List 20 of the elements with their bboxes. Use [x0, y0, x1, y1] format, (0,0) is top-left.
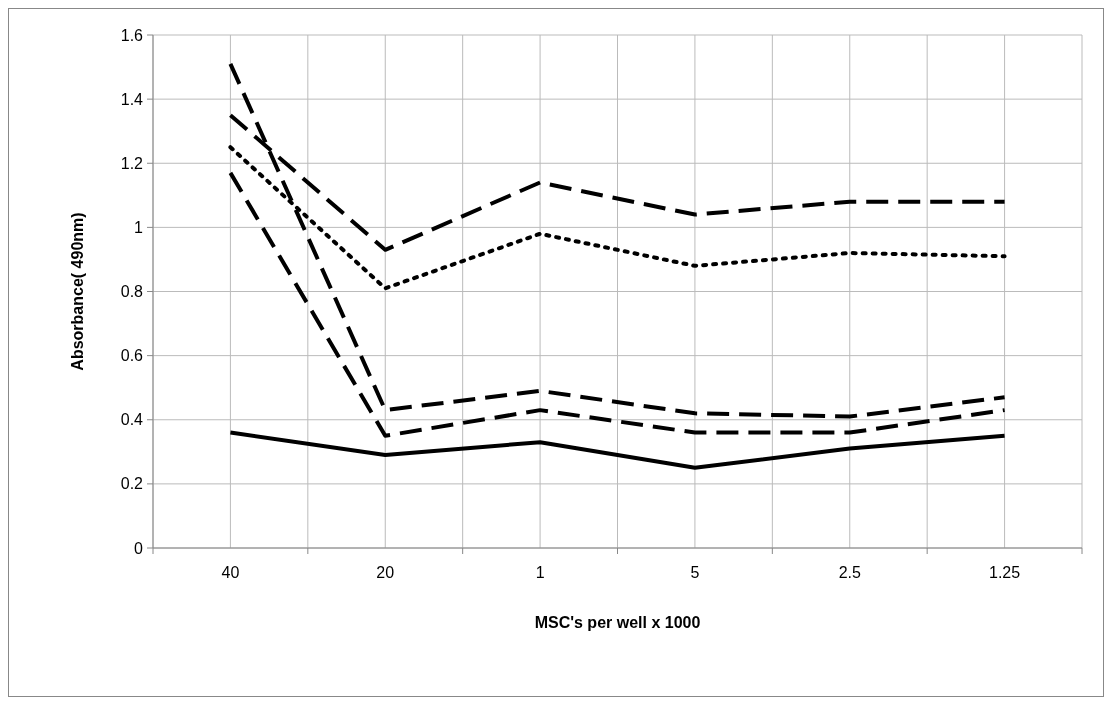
y-axis-title: Absorbance( 490nm)	[69, 212, 86, 371]
x-tick-label: 1	[535, 564, 545, 581]
x-tick-label: 20	[376, 564, 395, 581]
y-tick-label: 0.4	[120, 411, 144, 429]
y-tick-label: 0.8	[120, 283, 144, 301]
line-series	[228, 170, 1007, 438]
x-tick-label: 2.5	[838, 564, 861, 581]
y-tick-label: 0.6	[120, 347, 144, 365]
line-series	[228, 61, 1007, 419]
y-tick-label: 0.2	[120, 475, 144, 493]
y-tick-label: 1	[134, 218, 144, 236]
line-series	[228, 430, 1007, 470]
y-tick-label: 1.2	[120, 154, 144, 172]
x-tick-label: 40	[221, 564, 240, 581]
y-tick-label: 1.6	[120, 26, 144, 44]
x-tick-label: 5	[690, 564, 700, 581]
y-tick-label: 0	[134, 539, 144, 557]
x-tick-label: 1.25	[989, 564, 1021, 581]
x-axis-title: MSC's per well x 1000	[534, 614, 701, 631]
y-tick-label: 1.4	[120, 90, 144, 108]
